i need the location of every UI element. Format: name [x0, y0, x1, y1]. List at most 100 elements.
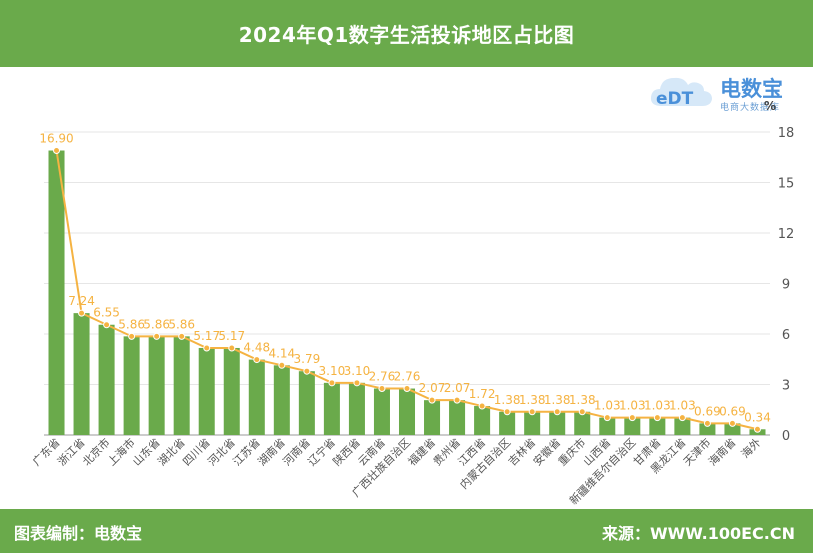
line-point	[53, 147, 61, 155]
data-label: 1.03	[594, 399, 621, 413]
data-label: 1.38	[494, 393, 521, 407]
x-tick-label: 吉林省	[505, 435, 538, 468]
line-point	[728, 419, 736, 427]
y-axis-unit: %	[764, 99, 777, 113]
data-label: 2.76	[394, 370, 421, 384]
x-tick-label: 天津市	[680, 435, 713, 468]
data-label: 3.79	[294, 352, 321, 366]
x-tick-label: 陕西省	[330, 435, 363, 468]
data-label: 1.03	[619, 399, 646, 413]
line-point	[503, 408, 511, 416]
bar	[248, 359, 265, 435]
line-point	[553, 408, 561, 416]
line-point	[603, 414, 611, 422]
x-tick-label: 广东省	[30, 436, 63, 469]
data-label: 2.76	[369, 370, 396, 384]
logo-tagline: 电商大数据库	[720, 103, 781, 113]
bar	[599, 417, 616, 435]
bar	[649, 417, 666, 435]
footer-credit: 图表编制：电数宝	[14, 524, 143, 543]
line-point	[203, 344, 211, 352]
data-label: 1.38	[569, 393, 596, 407]
bar	[549, 411, 566, 435]
line-point	[378, 385, 386, 393]
line-point	[153, 332, 161, 340]
x-tick-label: 山东省	[130, 436, 163, 469]
data-label: 5.86	[143, 317, 170, 331]
data-label: 4.14	[268, 346, 295, 360]
data-label: 6.55	[93, 306, 120, 320]
bar	[373, 388, 390, 435]
data-label: 1.38	[519, 393, 546, 407]
y-tick-label: 12	[778, 227, 795, 242]
bar	[123, 336, 140, 435]
svg-text:eDT: eDT	[656, 89, 694, 109]
data-label: 3.10	[319, 364, 346, 378]
x-tick-label: 海外	[738, 435, 763, 460]
line-point	[353, 379, 361, 387]
line-point	[403, 385, 411, 393]
line-point	[653, 414, 661, 422]
logo-brand: 电数宝	[720, 77, 783, 101]
line-point	[428, 396, 436, 404]
x-tick-label: 安徽省	[530, 435, 563, 468]
x-tick-label: 浙江省	[55, 436, 88, 469]
bar	[298, 371, 315, 435]
bar	[323, 382, 340, 435]
title-bar: 2024年Q1数字生活投诉地区占比图	[0, 0, 813, 67]
bar	[524, 411, 541, 435]
data-label: 7.24	[68, 294, 95, 308]
line-point	[628, 414, 636, 422]
line-point	[78, 309, 86, 317]
bar	[424, 400, 441, 435]
x-tick-label: 河北省	[205, 436, 238, 469]
line-point	[478, 402, 486, 410]
y-tick-label: 0	[782, 429, 790, 444]
bar	[48, 150, 65, 435]
bar	[348, 382, 365, 435]
bar	[73, 313, 90, 435]
line-point	[528, 408, 536, 416]
data-label: 2.07	[444, 381, 471, 395]
x-tick-label: 贵州省	[431, 436, 464, 469]
bar	[273, 365, 290, 435]
data-label: 1.72	[469, 387, 496, 401]
line-point	[753, 425, 761, 433]
x-tick-label: 福建省	[405, 435, 438, 468]
y-tick-label: 6	[782, 328, 790, 343]
x-tick-label: 上海市	[105, 435, 138, 468]
x-tick-label: 海南省	[705, 435, 738, 468]
bar	[574, 411, 591, 435]
data-label: 2.07	[419, 381, 446, 395]
bar	[699, 423, 716, 435]
line-point	[253, 356, 261, 364]
line-point	[278, 361, 286, 369]
data-label: 1.03	[644, 399, 671, 413]
bar	[674, 417, 691, 435]
data-label: 5.17	[218, 329, 245, 343]
line-point	[703, 419, 711, 427]
bar	[624, 417, 641, 435]
line-point	[328, 379, 336, 387]
bar	[449, 400, 466, 435]
y-tick-label: 15	[778, 177, 795, 192]
data-label: 3.10	[344, 364, 371, 378]
data-label: 16.90	[39, 132, 73, 146]
x-tick-label: 江苏省	[230, 436, 263, 469]
bar	[724, 423, 741, 435]
line-point	[578, 408, 586, 416]
data-label: 0.69	[719, 404, 746, 418]
data-label: 1.03	[669, 399, 696, 413]
cloud-logo-icon: eDT	[650, 77, 712, 109]
bar	[223, 347, 240, 435]
bar	[173, 336, 190, 435]
line-point	[103, 321, 111, 329]
bar	[198, 347, 215, 435]
data-label: 5.86	[168, 317, 195, 331]
x-tick-label: 重庆市	[555, 435, 588, 468]
x-tick-label: 辽宁省	[305, 435, 338, 468]
bar	[148, 336, 165, 435]
bar-chart: 036912151816.907.246.555.865.865.865.175…	[30, 126, 795, 507]
line-point	[178, 332, 186, 340]
line-point	[228, 344, 236, 352]
